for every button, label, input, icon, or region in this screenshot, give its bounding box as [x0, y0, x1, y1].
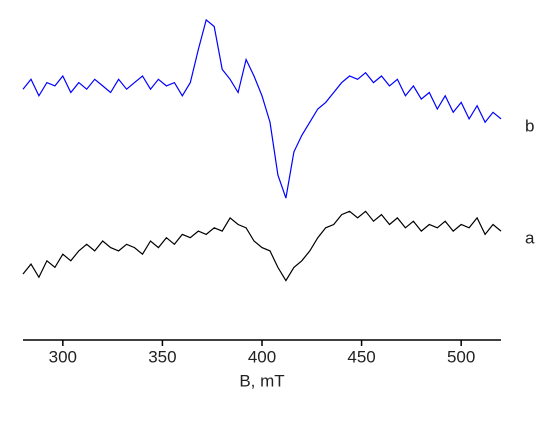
- x-tick-label: 450: [347, 347, 375, 366]
- x-tick-label: 500: [447, 347, 475, 366]
- series-label: a: [525, 229, 535, 248]
- series-line: [22, 18, 502, 199]
- x-tick-label: 400: [248, 347, 276, 366]
- series-label: b: [525, 116, 534, 135]
- x-tick-label: 300: [49, 347, 77, 366]
- x-axis-label: B, mT: [239, 371, 284, 390]
- series-line: [22, 210, 502, 282]
- x-tick-label: 350: [148, 347, 176, 366]
